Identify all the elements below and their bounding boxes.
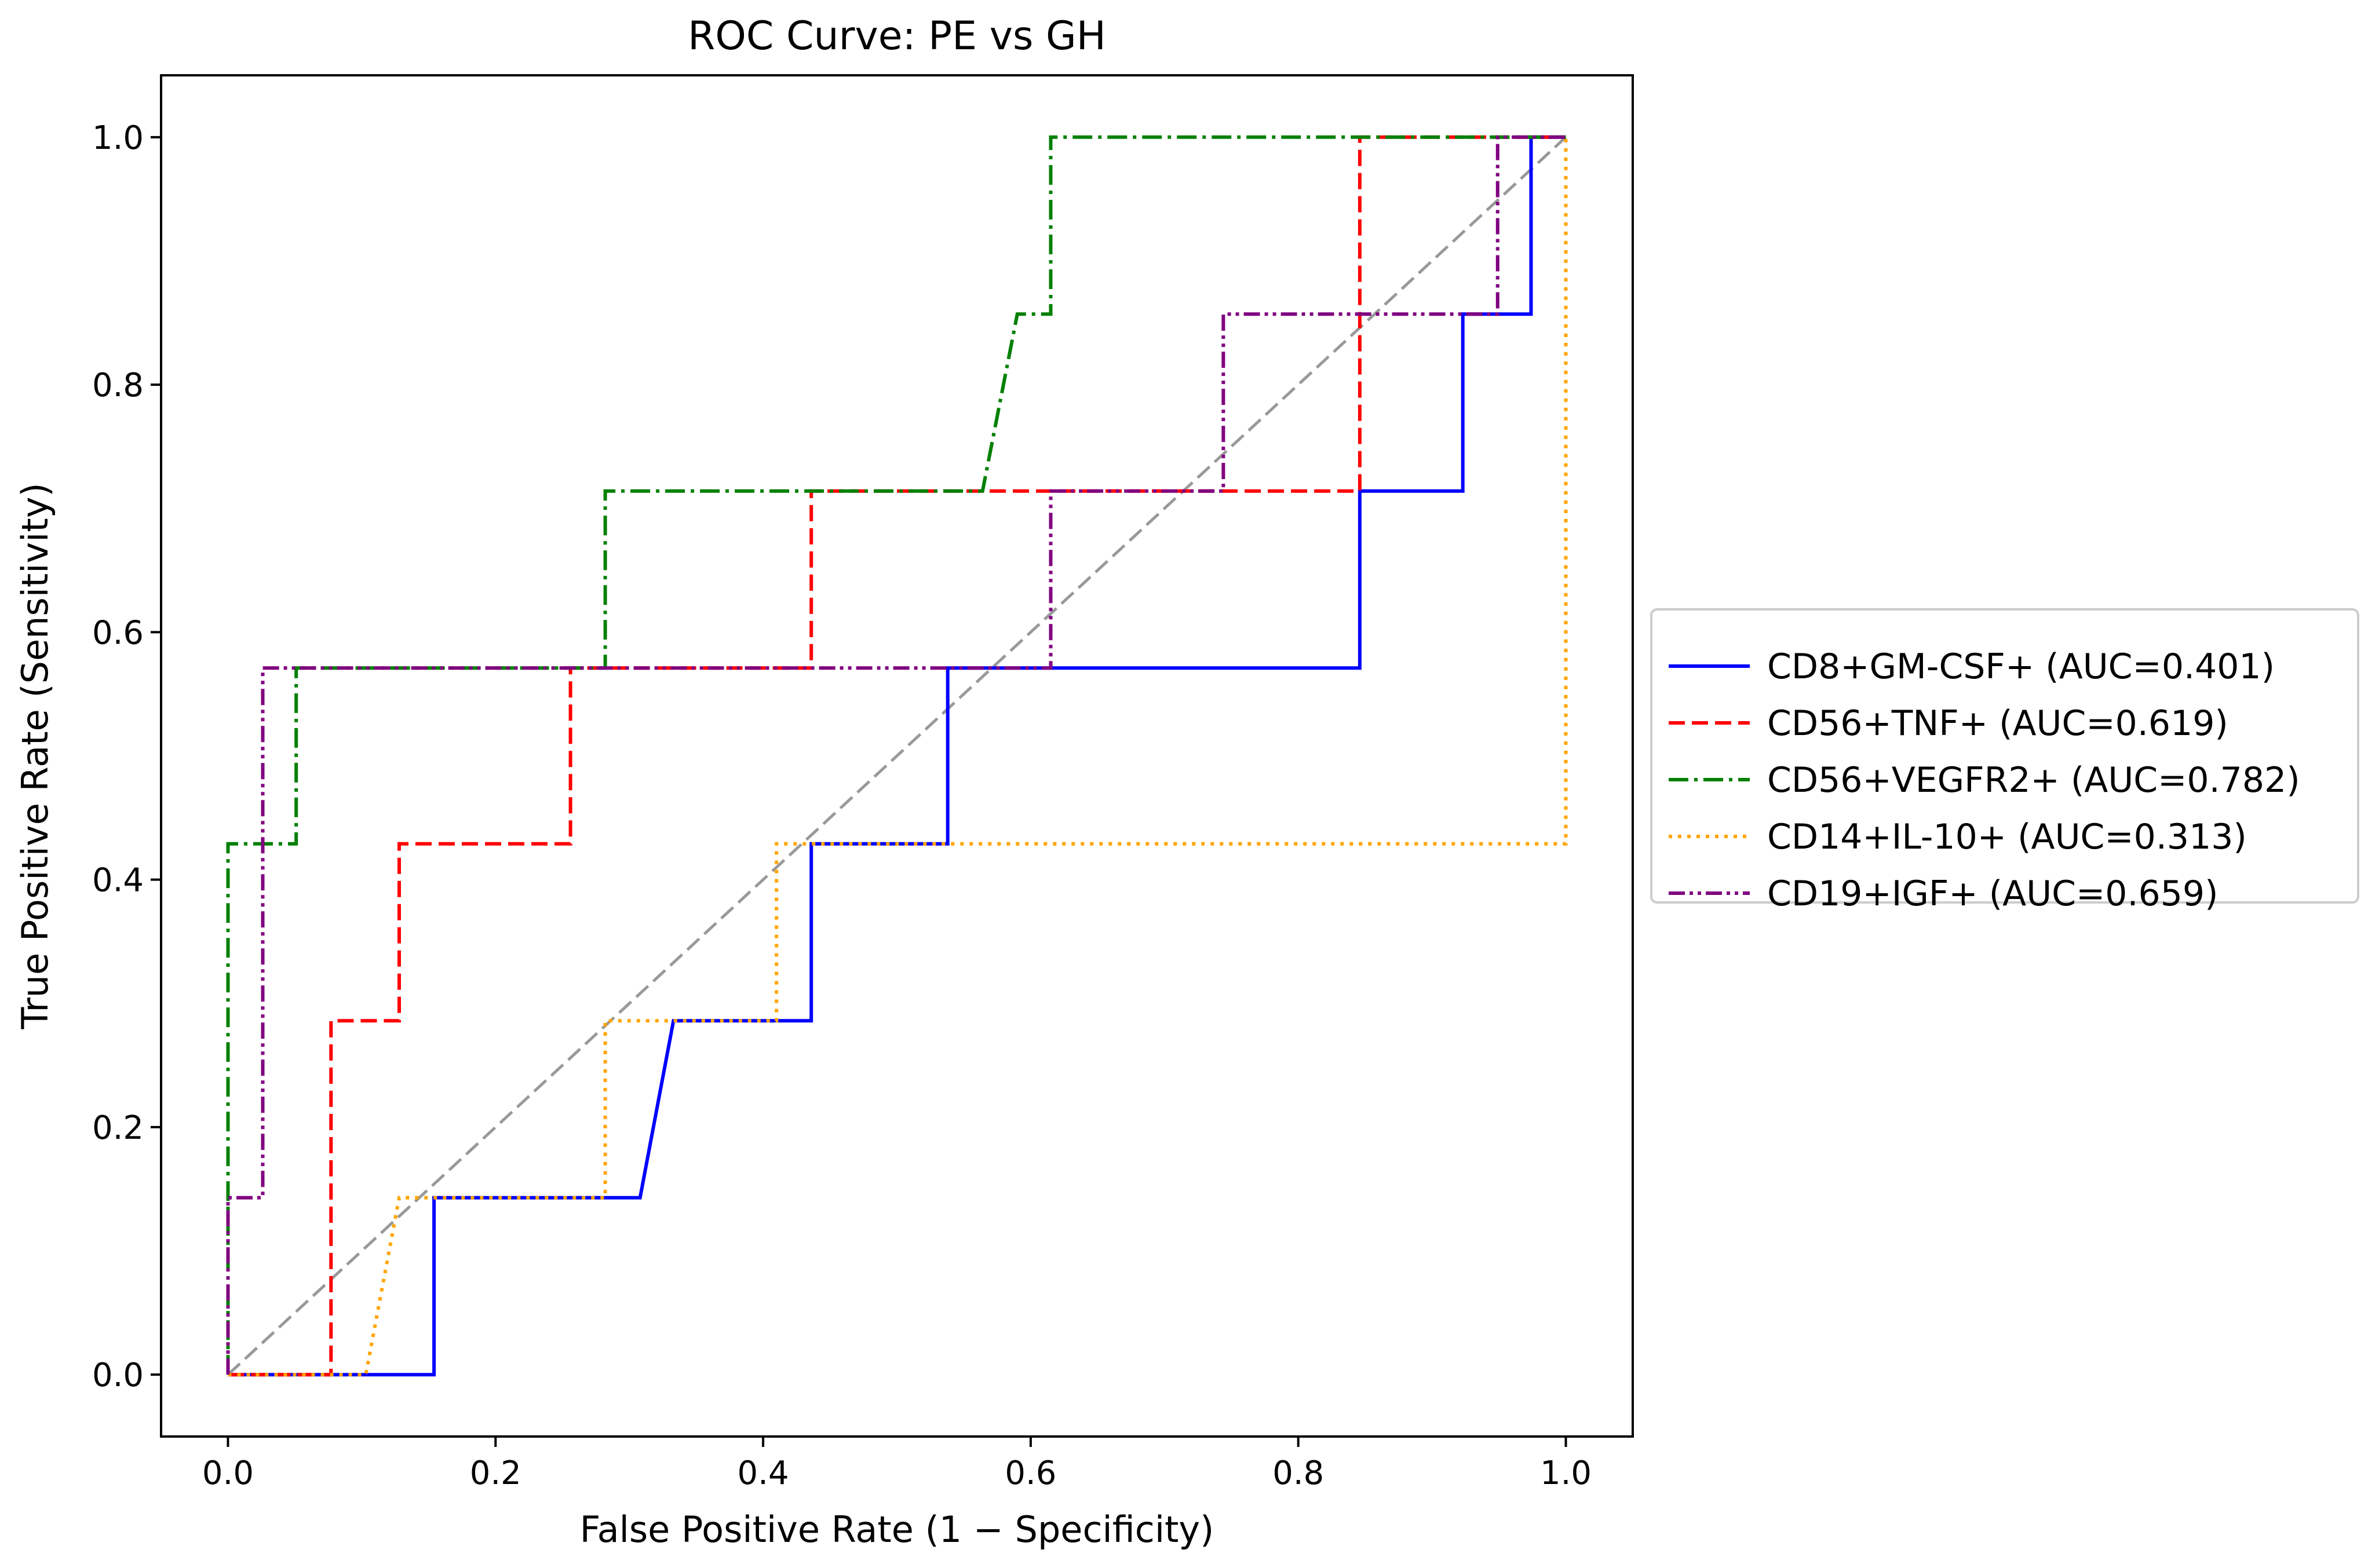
legend-label-1: CD8+GM-CSF+ (AUC=0.401) [1767, 646, 2275, 687]
legend: CD8+GM-CSF+ (AUC=0.401) CD56+TNF+ (AUC=0.… [1650, 608, 2359, 914]
y-tick-label: 1.0 [92, 119, 144, 157]
y-axis-label: True Positive Rate (Sensitivity) [14, 483, 56, 1029]
reference-layer [227, 136, 1567, 1376]
series-line-4 [228, 137, 1568, 1377]
legend-box [1650, 608, 2359, 904]
x-tick-label: 0.2 [470, 1454, 521, 1492]
series-layer [226, 135, 1568, 1377]
x-tick-label: 0.0 [202, 1454, 254, 1492]
plot-area-frame [160, 74, 1634, 1438]
chance-diagonal-line [227, 136, 1567, 1376]
series-line-3 [226, 135, 1566, 1375]
x-tick-label: 0.8 [1272, 1454, 1324, 1492]
legend-label-5: CD19+IGF+ (AUC=0.659) [1767, 873, 2218, 914]
y-tick-label: 0.6 [92, 614, 144, 652]
legend-label-3: CD56+VEGFR2+ (AUC=0.782) [1767, 760, 2300, 801]
legend-label-4: CD14+IL-10+ (AUC=0.313) [1767, 817, 2247, 857]
x-tick-label: 0.4 [738, 1454, 789, 1492]
x-axis-label: False Positive Rate (1 − Specificity) [580, 1508, 1214, 1551]
y-tick-label: 0.0 [92, 1357, 144, 1394]
series-line-2 [228, 135, 1566, 1377]
series-line-5 [226, 135, 1566, 1375]
y-tick-label: 0.4 [92, 862, 144, 900]
y-tick-label: 0.2 [92, 1109, 144, 1147]
chart-title: ROC Curve: PE vs GH [688, 13, 1106, 59]
x-tick-label: 1.0 [1540, 1454, 1592, 1492]
x-tick-label: 0.6 [1005, 1454, 1056, 1492]
tick-layer: 0.0 0.2 0.4 0.6 0.8 1.0 0.0 0.2 0.4 0.6 0.8 1.0 [92, 119, 1592, 1492]
legend-label-2: CD56+TNF+ (AUC=0.619) [1767, 703, 2228, 744]
y-tick-label: 0.8 [92, 367, 144, 404]
